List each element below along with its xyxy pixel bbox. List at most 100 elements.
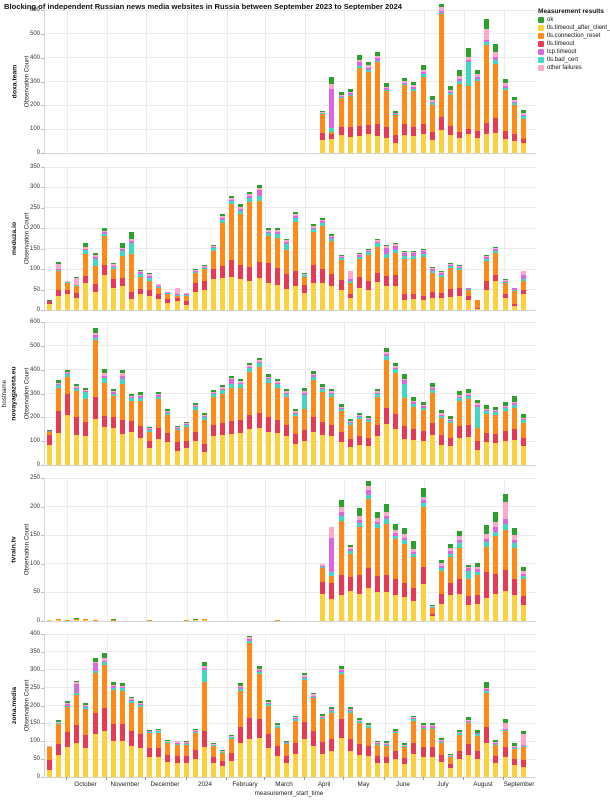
bar-segment-other failures[interactable] bbox=[101, 230, 107, 233]
bar-segment-other failures[interactable] bbox=[374, 56, 380, 59]
bar-segment-tls.timeout_after_client_hello[interactable] bbox=[374, 135, 380, 153]
bar-segment-tcp.timeout[interactable] bbox=[493, 743, 499, 744]
bar-segment-tls.timeout[interactable] bbox=[484, 572, 490, 599]
bar-week-7[interactable] bbox=[110, 388, 116, 465]
bar-segment-tls.connection_reset[interactable] bbox=[110, 690, 116, 725]
bar-segment-tls.timeout_after_client_hello[interactable] bbox=[393, 285, 399, 310]
bar-segment-tls.timeout_after_client_hello[interactable] bbox=[265, 283, 271, 310]
bar-segment-tls.connection_reset[interactable] bbox=[183, 296, 189, 302]
bar-segment-other failures[interactable] bbox=[110, 684, 116, 687]
bar-segment-ok[interactable] bbox=[119, 369, 125, 374]
bar-segment-tls.bad_cert[interactable] bbox=[393, 535, 399, 540]
bar-segment-tcp.timeout[interactable] bbox=[438, 414, 444, 416]
bar-segment-tls.timeout_after_client_hello[interactable] bbox=[110, 287, 116, 310]
bar-segment-other failures[interactable] bbox=[502, 405, 508, 407]
bar-segment-tls.connection_reset[interactable] bbox=[438, 276, 444, 293]
bar-segment-tls.timeout[interactable] bbox=[402, 758, 408, 765]
bar-segment-other failures[interactable] bbox=[456, 732, 462, 733]
bar-week-52[interactable] bbox=[520, 730, 526, 777]
bar-segment-tcp.timeout[interactable] bbox=[256, 190, 262, 197]
bar-segment-tls.connection_reset[interactable] bbox=[493, 414, 499, 434]
bar-segment-tls.bad_cert[interactable] bbox=[183, 743, 189, 745]
bar-segment-tls.timeout[interactable] bbox=[138, 425, 144, 438]
bar-segment-other failures[interactable] bbox=[411, 400, 417, 403]
bar-segment-tls.connection_reset[interactable] bbox=[338, 520, 344, 576]
bar-segment-tls.bad_cert[interactable] bbox=[247, 368, 253, 373]
bar-segment-tls.connection_reset[interactable] bbox=[256, 367, 262, 413]
bar-segment-other failures[interactable] bbox=[420, 249, 426, 252]
bar-segment-tcp.timeout[interactable] bbox=[484, 257, 490, 259]
bar-week-45[interactable] bbox=[456, 391, 462, 465]
bar-week-2[interactable] bbox=[65, 369, 71, 465]
bar-segment-tls.bad_cert[interactable] bbox=[83, 250, 89, 254]
bar-segment-tls.bad_cert[interactable] bbox=[475, 406, 481, 429]
bar-segment-tls.timeout_after_client_hello[interactable] bbox=[429, 435, 435, 465]
bar-segment-other failures[interactable] bbox=[475, 566, 481, 569]
bar-segment-other failures[interactable] bbox=[374, 742, 380, 744]
bar-segment-tls.connection_reset[interactable] bbox=[265, 705, 271, 735]
bar-segment-other failures[interactable] bbox=[110, 391, 116, 393]
bar-segment-tls.timeout_after_client_hello[interactable] bbox=[402, 135, 408, 153]
bar-segment-tls.connection_reset[interactable] bbox=[411, 720, 417, 744]
bar-segment-tcp.timeout[interactable] bbox=[65, 373, 71, 375]
bar-segment-ok[interactable] bbox=[493, 246, 499, 248]
bar-segment-tls.timeout[interactable] bbox=[302, 430, 308, 442]
bar-segment-tls.connection_reset[interactable] bbox=[402, 85, 408, 125]
bar-segment-tls.connection_reset[interactable] bbox=[411, 556, 417, 589]
bar-segment-tls.timeout_after_client_hello[interactable] bbox=[256, 278, 262, 310]
bar-segment-other failures[interactable] bbox=[484, 534, 490, 539]
bar-segment-other failures[interactable] bbox=[302, 390, 308, 393]
bar-segment-other failures[interactable] bbox=[438, 740, 444, 741]
bar-segment-tls.timeout_after_client_hello[interactable] bbox=[183, 448, 189, 465]
bar-segment-tls.timeout[interactable] bbox=[347, 127, 353, 137]
bar-segment-tcp.timeout[interactable] bbox=[402, 537, 408, 541]
bar-segment-other failures[interactable] bbox=[320, 564, 326, 566]
bar-segment-other failures[interactable] bbox=[192, 404, 198, 407]
bar-segment-tls.connection_reset[interactable] bbox=[456, 734, 462, 751]
bar-week-11[interactable] bbox=[147, 273, 153, 310]
bar-segment-other failures[interactable] bbox=[456, 395, 462, 397]
bar-week-13[interactable] bbox=[165, 740, 171, 777]
bar-segment-tls.bad_cert[interactable] bbox=[329, 571, 335, 577]
bar-segment-tls.bad_cert[interactable] bbox=[520, 420, 526, 424]
bar-segment-other failures[interactable] bbox=[56, 263, 62, 269]
bar-week-41[interactable] bbox=[420, 248, 426, 310]
bar-week-34[interactable] bbox=[356, 412, 362, 465]
bar-week-48[interactable] bbox=[484, 405, 490, 465]
bar-segment-ok[interactable] bbox=[74, 277, 80, 279]
bar-segment-tls.timeout_after_client_hello[interactable] bbox=[511, 764, 517, 777]
bar-segment-tls.timeout[interactable] bbox=[374, 424, 380, 437]
bar-segment-tls.bad_cert[interactable] bbox=[238, 210, 244, 214]
bar-segment-tls.timeout_after_client_hello[interactable] bbox=[119, 434, 125, 465]
bar-segment-tls.timeout[interactable] bbox=[156, 428, 162, 439]
bar-segment-tls.connection_reset[interactable] bbox=[493, 536, 499, 574]
bar-segment-other failures[interactable] bbox=[229, 735, 235, 737]
bar-segment-tls.connection_reset[interactable] bbox=[74, 618, 80, 620]
bar-segment-tcp.timeout[interactable] bbox=[475, 733, 481, 735]
bar-segment-other failures[interactable] bbox=[338, 94, 344, 96]
bar-segment-other failures[interactable] bbox=[283, 240, 289, 242]
bar-segment-tls.bad_cert[interactable] bbox=[220, 752, 226, 753]
bar-week-31[interactable] bbox=[329, 388, 335, 465]
bar-segment-tls.bad_cert[interactable] bbox=[447, 266, 453, 269]
bar-segment-other failures[interactable] bbox=[292, 214, 298, 217]
bar-segment-tls.timeout_after_client_hello[interactable] bbox=[320, 435, 326, 465]
bar-segment-tcp.timeout[interactable] bbox=[283, 392, 289, 395]
bar-segment-tls.bad_cert[interactable] bbox=[502, 729, 508, 732]
bar-segment-other failures[interactable] bbox=[65, 372, 71, 374]
bar-segment-tls.timeout[interactable] bbox=[329, 738, 335, 752]
bar-segment-tls.bad_cert[interactable] bbox=[101, 662, 107, 666]
bar-segment-tls.bad_cert[interactable] bbox=[74, 388, 80, 392]
bar-segment-other failures[interactable] bbox=[438, 6, 444, 12]
bar-segment-tls.timeout[interactable] bbox=[274, 419, 280, 433]
bar-segment-other failures[interactable] bbox=[274, 230, 280, 233]
bar-segment-other failures[interactable] bbox=[119, 247, 125, 250]
bar-segment-ok[interactable] bbox=[128, 696, 134, 699]
bar-segment-tls.timeout[interactable] bbox=[393, 579, 399, 596]
bar-segment-tcp.timeout[interactable] bbox=[311, 375, 317, 378]
bar-segment-tls.connection_reset[interactable] bbox=[447, 756, 453, 764]
bar-segment-ok[interactable] bbox=[447, 263, 453, 264]
bar-segment-tcp.timeout[interactable] bbox=[493, 411, 499, 413]
bar-segment-other failures[interactable] bbox=[429, 724, 435, 726]
bar-segment-ok[interactable] bbox=[420, 488, 426, 497]
